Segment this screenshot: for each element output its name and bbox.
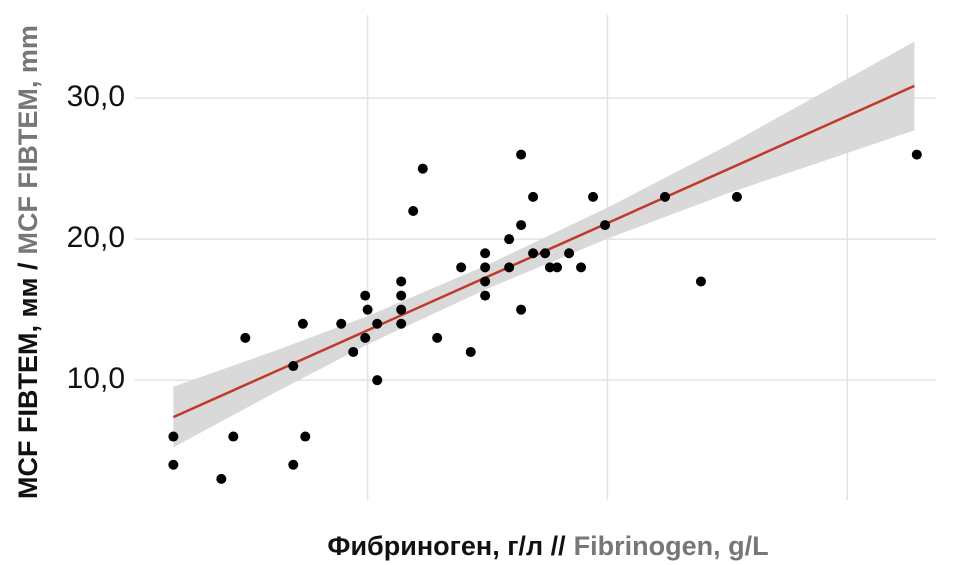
y-tick-label: 30,0 bbox=[67, 80, 125, 113]
y-tick-label: 10,0 bbox=[67, 362, 125, 395]
data-point bbox=[168, 431, 179, 442]
data-point bbox=[552, 262, 563, 273]
confidence-band bbox=[173, 41, 915, 448]
y-label-en: MCF FIBTEM, mm bbox=[13, 25, 43, 255]
data-point bbox=[417, 163, 428, 174]
data-point bbox=[544, 262, 555, 273]
data-point bbox=[564, 248, 575, 259]
data-point bbox=[504, 262, 515, 273]
data-point bbox=[695, 276, 706, 287]
data-point bbox=[516, 220, 527, 231]
data-point bbox=[216, 473, 227, 484]
data-point bbox=[288, 361, 299, 372]
data-point bbox=[360, 332, 371, 343]
data-point bbox=[288, 459, 299, 470]
data-point bbox=[504, 234, 515, 245]
data-point bbox=[516, 149, 527, 160]
data-point bbox=[372, 375, 383, 386]
data-point bbox=[396, 290, 407, 301]
data-point bbox=[360, 290, 371, 301]
data-point bbox=[396, 276, 407, 287]
data-point bbox=[240, 332, 251, 343]
data-point bbox=[456, 262, 467, 273]
data-point bbox=[528, 191, 539, 202]
data-point bbox=[600, 220, 611, 231]
data-point bbox=[396, 318, 407, 329]
data-point bbox=[576, 262, 587, 273]
data-point bbox=[336, 318, 347, 329]
y-axis-label: MCF FIBTEM, мм / MCF FIBTEM, mm bbox=[13, 25, 43, 499]
data-point bbox=[396, 304, 407, 315]
x-axis-label: Фибриноген, г/л // Fibrinogen, g/L bbox=[327, 531, 768, 561]
data-point bbox=[911, 149, 922, 160]
data-point bbox=[731, 191, 742, 202]
x-label-en: Fibrinogen, g/L bbox=[574, 531, 769, 561]
data-point bbox=[528, 248, 539, 259]
data-point bbox=[362, 304, 373, 315]
data-point bbox=[297, 318, 308, 329]
x-label-ru: Фибриноген, г/л // bbox=[327, 531, 566, 561]
data-point bbox=[348, 346, 359, 357]
data-point bbox=[588, 191, 599, 202]
data-point bbox=[480, 290, 491, 301]
data-point bbox=[408, 205, 419, 216]
data-point bbox=[228, 431, 239, 442]
data-point bbox=[480, 276, 491, 287]
data-point bbox=[372, 318, 383, 329]
data-point bbox=[465, 346, 476, 357]
data-point bbox=[432, 332, 443, 343]
y-label-ru: MCF FIBTEM, мм / bbox=[13, 262, 43, 499]
data-point bbox=[660, 191, 671, 202]
y-tick-label: 20,0 bbox=[67, 221, 125, 254]
data-point bbox=[300, 431, 311, 442]
data-point bbox=[480, 248, 491, 259]
data-point bbox=[480, 262, 491, 273]
data-point bbox=[168, 459, 179, 470]
data-point bbox=[540, 248, 551, 259]
data-point bbox=[516, 304, 527, 315]
